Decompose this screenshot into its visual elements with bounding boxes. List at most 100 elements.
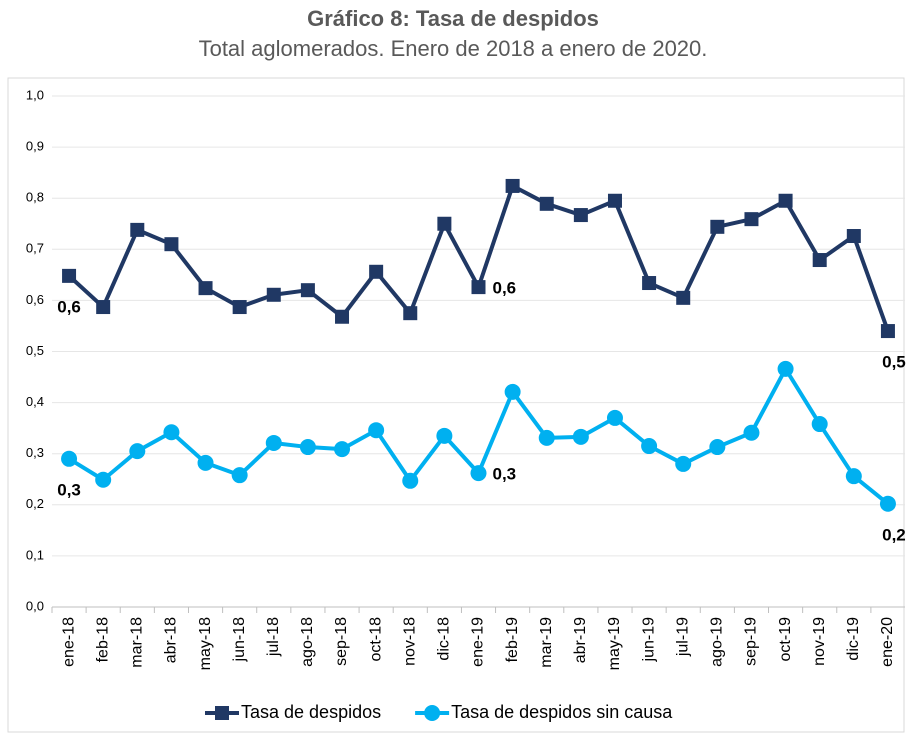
marker	[299, 439, 316, 456]
legend-label: Tasa de despidos sin causa	[451, 702, 673, 722]
x-tick-label: oct-19	[777, 617, 794, 662]
series-line	[67, 183, 890, 332]
marker	[777, 360, 794, 377]
marker	[879, 495, 896, 512]
marker	[61, 450, 78, 467]
marker	[163, 424, 180, 441]
x-tick-label: may-18	[197, 617, 214, 670]
marker	[470, 465, 487, 482]
marker	[778, 193, 793, 208]
marker	[265, 434, 282, 451]
marker	[402, 472, 419, 489]
y-tick-label: 0,9	[26, 139, 44, 154]
x-tick-label: nov-19	[811, 617, 828, 666]
x-tick-label: feb-19	[504, 617, 521, 662]
x-tick-label: may-19	[606, 617, 623, 670]
x-tick-label: abr-19	[572, 617, 589, 663]
x-tick-label: ene-18	[60, 617, 77, 667]
marker	[197, 454, 214, 471]
marker	[811, 416, 828, 433]
marker	[642, 276, 657, 291]
y-tick-label: 0,4	[26, 394, 44, 409]
x-tick-label: sep-19	[743, 617, 760, 666]
x-tick-label: sep-18	[333, 617, 350, 666]
marker	[641, 438, 658, 455]
y-tick-label: 0,1	[26, 547, 44, 562]
marker	[845, 468, 862, 485]
legend-label: Tasa de despidos	[241, 702, 381, 722]
x-tick-label: mar-18	[129, 617, 146, 668]
series-line	[68, 366, 890, 506]
y-tick-label: 0,6	[26, 292, 44, 307]
x-tick-label: nov-18	[401, 617, 418, 666]
marker	[471, 280, 486, 295]
marker	[130, 222, 145, 237]
x-tick-label: jul-18	[265, 617, 282, 657]
marker	[437, 216, 452, 231]
x-tick-label: ene-20	[879, 617, 896, 667]
legend-marker	[424, 705, 441, 721]
x-tick-label: jun-19	[640, 617, 657, 663]
x-tick-label: mar-19	[538, 617, 555, 668]
marker	[606, 409, 623, 426]
data-label: 0,6	[57, 297, 81, 316]
marker	[709, 439, 726, 456]
x-tick-label: ago-18	[299, 617, 316, 667]
marker	[710, 219, 725, 234]
y-tick-label: 0,5	[26, 343, 44, 358]
x-tick-label: jun-18	[231, 617, 248, 663]
marker	[300, 283, 315, 298]
legend-marker	[215, 706, 229, 720]
y-tick-label: 0,8	[26, 190, 44, 205]
marker	[335, 309, 350, 324]
data-label: 0,6	[493, 279, 517, 298]
marker	[164, 237, 179, 252]
marker	[744, 212, 759, 227]
y-tick-label: 0,2	[26, 496, 44, 511]
marker	[198, 281, 213, 296]
data-label: 0,2	[882, 525, 906, 544]
marker	[129, 443, 146, 460]
marker	[846, 229, 861, 244]
marker	[369, 264, 384, 279]
chart-subtitle: Total aglomerados. Enero de 2018 a enero…	[199, 36, 708, 61]
marker	[505, 178, 520, 193]
marker	[62, 268, 77, 283]
chart-border	[7, 77, 905, 733]
marker	[812, 253, 827, 268]
marker	[95, 471, 112, 488]
marker	[607, 193, 622, 208]
x-tick-label: dic-19	[845, 617, 862, 661]
marker	[334, 441, 351, 458]
marker	[675, 455, 692, 472]
marker	[573, 208, 588, 223]
marker	[403, 306, 418, 321]
marker	[436, 427, 453, 444]
marker	[96, 300, 111, 315]
marker	[743, 424, 760, 441]
marker	[880, 324, 895, 339]
data-label: 0,5	[882, 353, 906, 372]
marker	[538, 429, 555, 446]
y-tick-label: 0,0	[26, 598, 44, 613]
x-tick-label: dic-18	[436, 617, 453, 661]
x-tick-label: ene-19	[470, 617, 487, 667]
x-tick-label: jul-19	[674, 617, 691, 657]
marker	[368, 422, 385, 439]
chart-title: Gráfico 8: Tasa de despidos	[307, 6, 599, 31]
marker	[232, 300, 247, 315]
marker	[676, 290, 691, 305]
marker	[266, 287, 281, 302]
x-tick-label: oct-18	[367, 617, 384, 662]
y-tick-label: 1,0	[26, 87, 44, 102]
data-label: 0,3	[57, 480, 81, 499]
x-tick-label: ago-19	[709, 617, 726, 667]
marker	[572, 428, 589, 445]
x-tick-label: abr-18	[163, 617, 180, 663]
marker	[231, 467, 248, 484]
x-tick-label: feb-18	[94, 617, 111, 662]
marker	[504, 383, 521, 400]
y-tick-label: 0,7	[26, 241, 44, 256]
y-tick-label: 0,3	[26, 445, 44, 460]
